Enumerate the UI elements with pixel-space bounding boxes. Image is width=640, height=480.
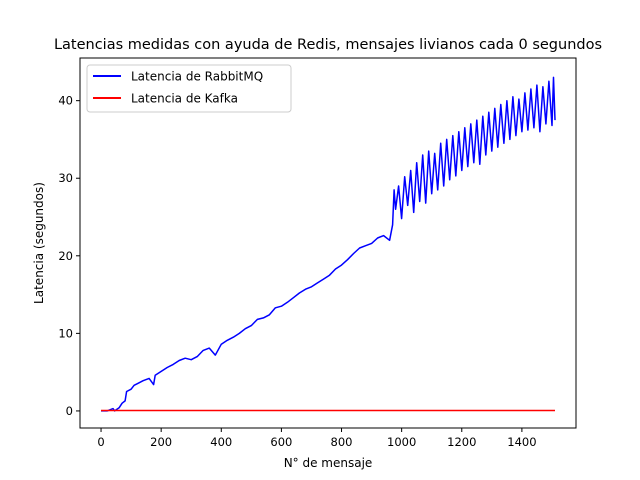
y-tick-label: 10	[58, 326, 73, 340]
x-axis: 0 200 400 600 800 1000 1200 1400	[97, 428, 537, 449]
legend-box	[86, 64, 292, 113]
x-tick-label: 200	[150, 435, 172, 449]
plot-frame	[79, 57, 577, 429]
x-tick-label: 0	[97, 435, 104, 449]
plot-area	[101, 76, 556, 412]
y-tick-label: 20	[58, 249, 73, 263]
x-tick-label: 400	[210, 435, 232, 449]
x-tick-label: 1200	[447, 435, 476, 449]
x-axis-label: N° de mensaje	[284, 456, 373, 470]
x-tick-label: 800	[331, 435, 353, 449]
y-axis: 0 10 20 30 40	[58, 94, 80, 418]
y-tick-label: 40	[58, 94, 73, 108]
y-tick-label: 0	[66, 404, 73, 418]
legend: Latencia de RabbitMQ Latencia de Kafka	[86, 64, 292, 113]
x-tick-label: 1400	[507, 435, 536, 449]
series-line-rabbitmq	[101, 76, 556, 412]
x-tick-label: 1000	[387, 435, 416, 449]
chart-title: Latencias medidas con ayuda de Redis, me…	[54, 37, 602, 53]
x-tick-label: 600	[270, 435, 292, 449]
y-tick-label: 30	[58, 171, 73, 185]
y-axis-label: Latencia (segundos)	[32, 182, 46, 304]
legend-label-rabbitmq: Latencia de RabbitMQ	[131, 70, 263, 84]
legend-label-kafka: Latencia de Kafka	[131, 92, 238, 106]
